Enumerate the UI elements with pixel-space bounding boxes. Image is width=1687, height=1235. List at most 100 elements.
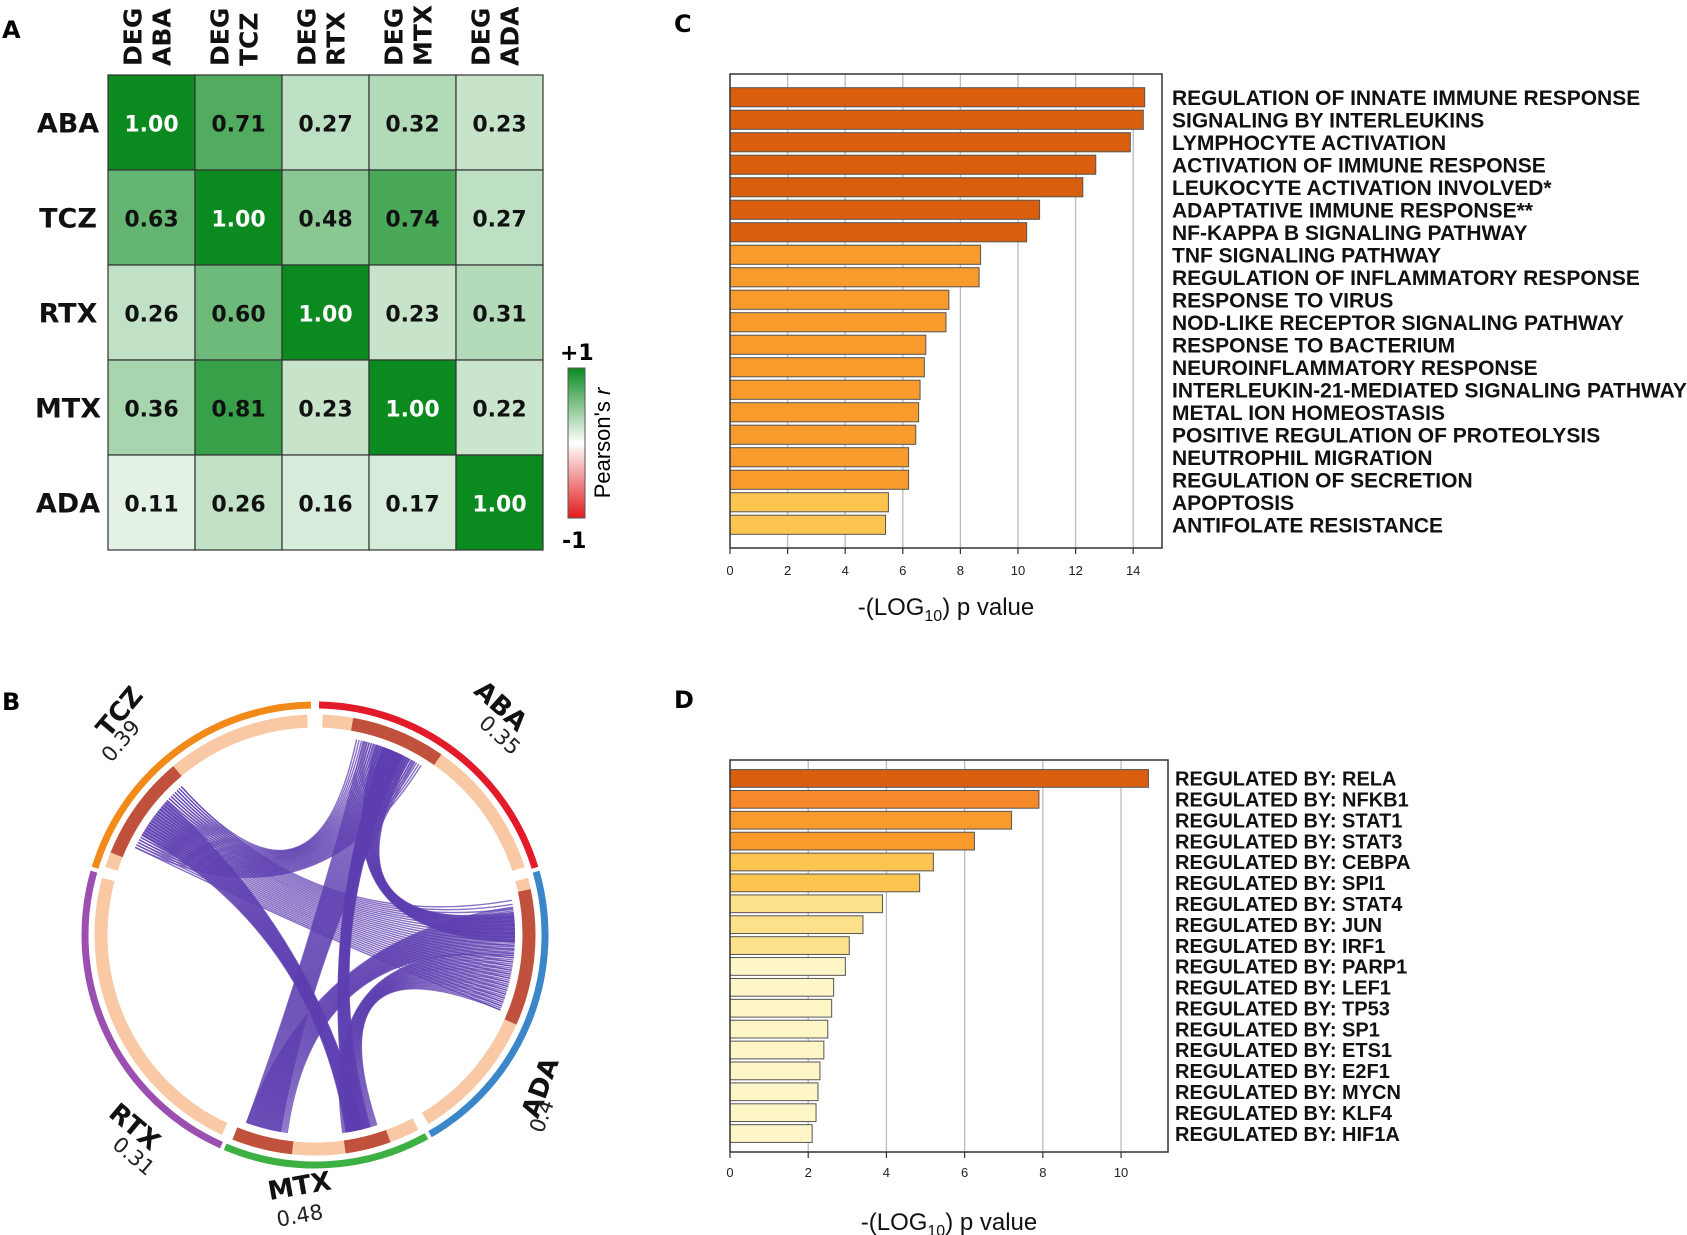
panel-d-category-label-8: REGULATED BY: IRF1 (1175, 936, 1385, 958)
panel-c-bar-5 (729, 199, 1041, 220)
panel-d-bar-1 (729, 789, 1040, 809)
heatmap-row-label-tcz: TCZ (39, 204, 97, 235)
panel-c-category-label-11: RESPONSE TO BACTERIUM (1172, 334, 1455, 357)
heatmap-value-4-2: 0.16 (298, 493, 352, 518)
panel-d-bar-5 (729, 873, 921, 893)
panel-c-category-label-0: REGULATION OF INNATE IMMUNE RESPONSE (1172, 87, 1640, 110)
heatmap-row-label-mtx: MTX (35, 394, 101, 425)
heatmap-col-label-top-2: DEG (293, 8, 322, 66)
chord-link-1-1 (247, 741, 367, 1124)
panel-d-bar-16 (729, 1103, 817, 1123)
chord-link-6-27 (348, 754, 404, 1128)
heatmap-value-1-1: 1.00 (211, 208, 265, 233)
panel-d-tick-label-6: 6 (961, 1165, 968, 1180)
panel-c-category-label-17: REGULATION OF SECRETION (1172, 469, 1473, 492)
panel-label-b: B (2, 688, 20, 716)
panel-d-category-label-0: REGULATED BY: RELA (1175, 769, 1396, 791)
panel-c-category-label-9: RESPONSE TO VIRUS (1172, 289, 1393, 312)
heatmap-value-3-0: 0.36 (124, 398, 178, 423)
panel-c-category-label-2: LYMPHOCYTE ACTIVATION (1172, 132, 1446, 155)
heatmap-value-1-3: 0.74 (385, 208, 439, 233)
heatmap-cell-1-2 (281, 169, 370, 266)
heatmap-cell-0-4 (455, 74, 544, 171)
heatmap-cell-2-2 (281, 264, 370, 361)
colorbar: +1 -1 Pearson's r (560, 341, 615, 554)
chord-outer-arc-rtx (81, 870, 223, 1149)
chord-outer-arc-tcz (91, 701, 312, 869)
chord-link-1-2 (248, 741, 369, 1125)
heatmap-cell-2-1 (194, 264, 283, 361)
panel-d-bar-4 (729, 852, 934, 872)
panel-d-category-label-4: REGULATED BY: CEBPA (1175, 852, 1411, 874)
heatmap-value-4-1: 0.26 (211, 493, 265, 518)
heatmap-col-label-top-4: DEG (467, 8, 496, 66)
panel-d-category-label-3: REGULATED BY: STAT3 (1175, 831, 1402, 853)
panel-d-tick-label-4: 4 (883, 1165, 890, 1180)
panel-d-x-axis-title-sub: 10 (927, 1223, 945, 1235)
panel-d-category-label-2: REGULATED BY: STAT1 (1175, 810, 1402, 832)
heatmap-cell-3-2 (281, 359, 370, 456)
chord-link-4-25 (359, 986, 503, 1127)
chord-link-region-3 (232, 1127, 294, 1155)
panel-d-bar-14 (729, 1061, 821, 1081)
panel-c-category-label-12: NEUROINFLAMMATORY RESPONSE (1172, 357, 1538, 380)
panel-c-bar-14 (729, 402, 920, 423)
heatmap-col-label-top-0: DEG (119, 8, 148, 66)
panel-d-bar-3 (729, 831, 975, 851)
panel-c-x-axis-title-sub: 10 (924, 608, 942, 625)
panel-d-category-label-6: REGULATED BY: STAT4 (1175, 894, 1403, 916)
chord-link-2-1 (178, 787, 513, 911)
panel-d-bar-7 (729, 915, 864, 935)
chord-link-4-27 (360, 988, 501, 1126)
panel-c-tick-label-0: 0 (726, 563, 733, 578)
heatmap-cell-4-4 (455, 454, 544, 551)
panel-d-bar-10 (729, 977, 835, 997)
colorbar-title: Pearson's r (590, 386, 615, 498)
panel-d-category-label-15: REGULATED BY: MYCN (1175, 1082, 1401, 1104)
chord-link-4-21 (356, 981, 505, 1128)
panel-c-bar-17 (729, 469, 910, 490)
heatmap-value-4-0: 0.11 (124, 493, 178, 518)
panel-d-bar-12 (729, 1019, 829, 1039)
chord-outer-arc-ada (428, 870, 549, 1138)
panel-d-category-label-1: REGULATED BY: NFKB1 (1175, 790, 1409, 812)
heatmap-value-0-0: 1.00 (124, 113, 178, 138)
heatmap-col-label-bottom-2: RTX (322, 12, 351, 66)
heatmap-col-label-bottom-1: TCZ (235, 12, 264, 66)
heatmap-value-2-0: 0.26 (124, 303, 178, 328)
chord-inner-arc-rtx (94, 877, 228, 1135)
panel-c-category-label-6: NF-KAPPA B SIGNALING PATHWAY (1172, 222, 1527, 245)
panel-c-bar-15 (729, 424, 917, 445)
panel-d-bar-6 (729, 894, 884, 914)
heatmap-value-3-2: 0.23 (298, 398, 352, 423)
correlation-heatmap: 1.00 0.71 0.27 0.32 0.23 0.63 1.00 0.48 0.74 0.27… (35, 5, 544, 551)
panel-d-category-label-12: REGULATED BY: SP1 (1175, 1019, 1380, 1041)
panel-c-tick-label-6: 6 (899, 563, 906, 578)
chord-outer-arc-mtx (223, 1133, 429, 1169)
panel-c-bar-12 (729, 357, 925, 378)
panel-c-tick-label-2: 2 (784, 563, 791, 578)
panel-c-bar-3 (729, 154, 1097, 175)
heatmap-cell-0-2 (281, 74, 370, 171)
panel-d-bar-9 (729, 957, 846, 976)
panel-c-category-label-10: NOD-LIKE RECEPTOR SIGNALING PATHWAY (1172, 312, 1624, 335)
panel-c-bar-1 (729, 109, 1144, 130)
panel-d-category-label-11: REGULATED BY: TP53 (1175, 998, 1390, 1020)
heatmap-col-label-top-1: DEG (206, 8, 235, 66)
chord-outer-arc-aba (318, 701, 539, 869)
panel-c-category-label-1: SIGNALING BY INTERLEUKINS (1172, 109, 1484, 132)
panel-d-bar-15 (729, 1082, 819, 1102)
panel-c-bar-19 (729, 514, 887, 535)
colorbar-max-label: +1 (560, 341, 594, 366)
panel-d-category-label-14: REGULATED BY: E2F1 (1175, 1061, 1390, 1083)
chord-link-region-4 (110, 766, 182, 858)
panel-c-bar-8 (729, 267, 980, 288)
panel-c-bar-13 (729, 379, 921, 400)
pathway-enrichment-bar-chart: REGULATION OF INNATE IMMUNE RESPONSESIGN… (726, 73, 1687, 625)
panel-c-bar-0 (729, 87, 1146, 108)
panel-d-tick-label-0: 0 (726, 1165, 733, 1180)
panel-d-bar-13 (729, 1040, 825, 1060)
panel-c-bar-2 (729, 132, 1131, 153)
